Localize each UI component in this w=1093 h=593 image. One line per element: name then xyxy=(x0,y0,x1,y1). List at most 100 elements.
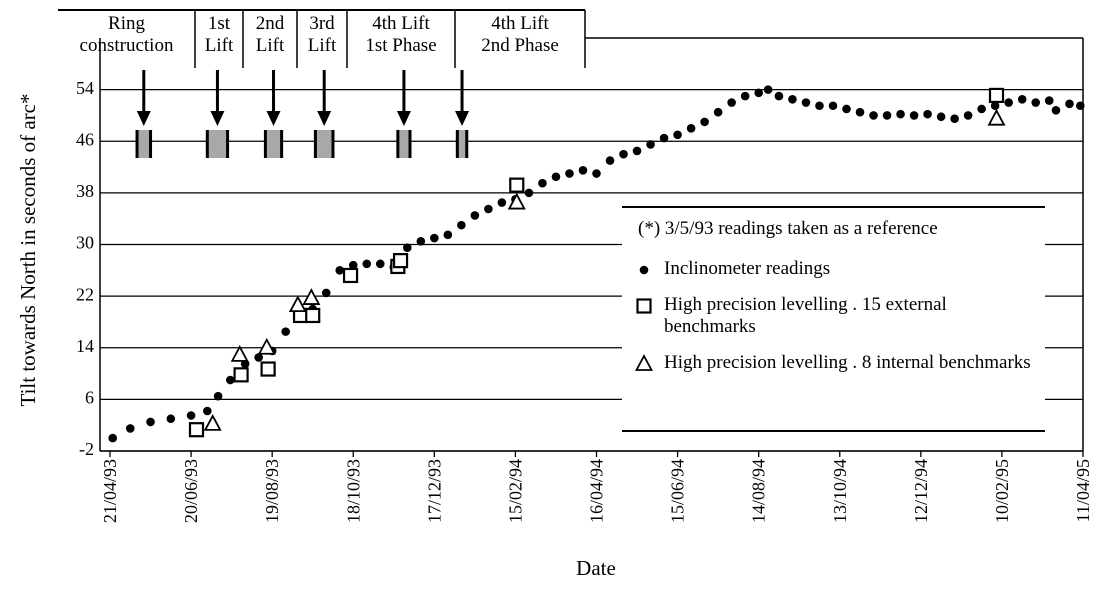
data-point xyxy=(1051,105,1061,115)
phase-label: 3rd xyxy=(309,13,335,34)
phase-label: 2nd xyxy=(256,13,285,34)
x-tick-label: 11/04/95 xyxy=(1073,459,1093,522)
data-point xyxy=(740,91,750,101)
phase-bar xyxy=(265,130,282,158)
series xyxy=(203,108,1006,431)
data-point xyxy=(392,253,409,269)
y-tick-label: 30 xyxy=(76,233,94,253)
data-point xyxy=(443,230,453,240)
data-point xyxy=(375,259,385,269)
x-axis-label: Date xyxy=(576,556,616,580)
data-point xyxy=(754,88,763,98)
data-point xyxy=(1044,96,1054,105)
phase-arrowhead xyxy=(266,111,281,126)
y-tick-label: 54 xyxy=(76,78,94,98)
data-point xyxy=(321,288,331,298)
data-point xyxy=(403,243,412,253)
data-point xyxy=(636,298,652,314)
data-point xyxy=(634,354,654,371)
phase-label: 1st Phase xyxy=(365,35,436,56)
data-point xyxy=(673,130,682,140)
legend-icon xyxy=(634,354,654,371)
phase-label: Lift xyxy=(308,35,337,56)
data-point xyxy=(1004,98,1013,107)
data-point xyxy=(230,344,249,362)
phase-label: Ring xyxy=(108,13,145,34)
x-tick-label: 21/04/93 xyxy=(100,459,120,523)
data-point xyxy=(686,124,696,133)
data-point xyxy=(990,101,1000,111)
x-tick-label: 18/10/93 xyxy=(343,459,363,523)
phase-arrowhead xyxy=(396,111,411,126)
x-tick-label: 14/08/94 xyxy=(749,459,769,523)
data-point xyxy=(146,417,155,427)
data-point xyxy=(619,149,628,159)
annotation: (*) 3/5/93 readings taken as a reference xyxy=(638,218,938,239)
data-point xyxy=(497,198,507,207)
data-point xyxy=(254,353,263,362)
y-tick-label: -2 xyxy=(79,439,94,459)
data-point xyxy=(203,406,212,416)
data-point xyxy=(828,101,838,111)
data-point xyxy=(869,111,878,120)
data-point xyxy=(1065,99,1074,109)
data-point xyxy=(188,422,205,438)
data-point xyxy=(302,288,321,305)
phase-label: construction xyxy=(80,35,174,56)
phase-arrowhead xyxy=(317,111,332,126)
data-point xyxy=(108,433,118,443)
data-point xyxy=(484,204,493,214)
legend-rule xyxy=(622,206,1045,208)
data-point xyxy=(815,101,824,111)
data-point xyxy=(855,107,865,117)
data-point xyxy=(362,259,372,269)
legend: (*) 3/5/93 readings taken as a reference… xyxy=(622,206,1045,432)
data-point xyxy=(632,146,642,156)
data-point xyxy=(305,307,321,324)
data-point xyxy=(507,192,526,210)
data-point xyxy=(936,112,946,122)
legend-icon xyxy=(639,265,649,275)
data-point xyxy=(659,133,669,143)
data-point xyxy=(882,111,892,120)
data-point xyxy=(125,424,135,433)
data-point xyxy=(605,156,615,165)
data-point xyxy=(416,236,426,246)
data-point xyxy=(213,391,223,401)
data-point xyxy=(342,267,359,284)
data-point xyxy=(700,117,709,127)
y-tick-label: 14 xyxy=(76,336,94,356)
y-tick-label: 38 xyxy=(76,181,94,201)
data-point xyxy=(923,109,932,119)
legend-label: Inclinometer readings xyxy=(664,258,831,279)
data-point xyxy=(977,104,986,114)
data-point xyxy=(646,140,655,149)
data-point xyxy=(509,177,525,193)
data-point xyxy=(565,169,574,178)
series xyxy=(108,85,1085,443)
data-point xyxy=(801,98,811,107)
phase-bar xyxy=(397,130,411,158)
data-point xyxy=(457,220,466,230)
data-point xyxy=(639,265,649,275)
x-tick-label: 20/06/93 xyxy=(181,459,201,523)
data-point xyxy=(909,111,919,120)
data-point xyxy=(788,95,797,104)
data-point xyxy=(348,260,358,270)
phase-arrowhead xyxy=(455,111,470,126)
data-point xyxy=(842,104,851,114)
y-tick-label: 22 xyxy=(76,284,94,304)
data-point xyxy=(166,414,176,424)
data-point xyxy=(430,233,439,243)
data-point xyxy=(774,91,784,101)
series xyxy=(188,87,1005,438)
phase-label: Lift xyxy=(205,35,234,56)
data-point xyxy=(1031,98,1041,107)
phase-bar xyxy=(207,130,228,158)
x-tick-label: 12/12/94 xyxy=(911,459,931,523)
data-point xyxy=(578,165,588,175)
phase-label: 4th Lift xyxy=(491,13,549,34)
legend-label: High precision levelling . 8 internal be… xyxy=(664,352,1031,373)
y-axis-label: Tilt towards North in seconds of arc* xyxy=(16,93,40,406)
